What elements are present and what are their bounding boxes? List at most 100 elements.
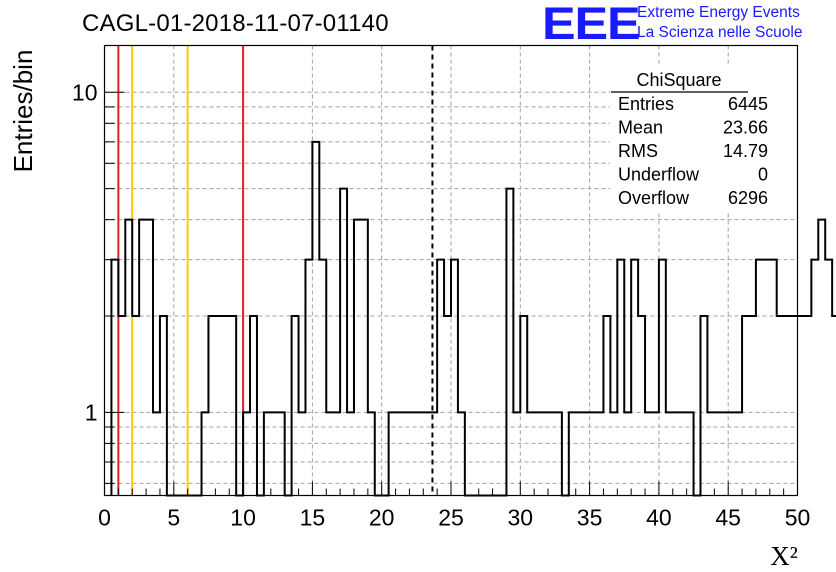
- histogram-bin: [389, 412, 396, 495]
- eee-logo: EEE Extreme Energy Events La Scienza nel…: [542, 0, 832, 49]
- histogram-bin: [721, 412, 728, 495]
- y-axis-label: Entries/bin: [8, 50, 38, 173]
- histogram-bin: [652, 412, 659, 495]
- histogram-bin: [707, 412, 714, 495]
- histogram-bin: [416, 412, 423, 495]
- stats-rows: Entries 6445 Mean 23.66 RMS 14.79 Underflow 0 Ov…: [618, 94, 768, 208]
- histogram-bin: [278, 412, 285, 495]
- stats-row-value: 0: [758, 165, 768, 185]
- eee-logo-mark: EEE: [542, 0, 641, 49]
- histogram-bin: [728, 412, 735, 495]
- histogram-bin: [548, 412, 555, 495]
- stats-row-value: 23.66: [723, 118, 768, 138]
- histogram-bin: [818, 220, 825, 496]
- stats-row-label: RMS: [618, 141, 658, 161]
- histogram-bin: [569, 412, 576, 495]
- histogram-bin: [340, 189, 347, 496]
- histogram-bin: [111, 260, 118, 496]
- x-tick-label: 25: [438, 505, 464, 531]
- histogram-bin: [645, 412, 652, 495]
- histogram-bin: [139, 220, 146, 496]
- chart-title: CAGL-01-2018-11-07-01140: [82, 10, 389, 37]
- stats-box: ChiSquare Entries 6445 Mean 23.66 RMS 14.79 Un…: [610, 66, 795, 212]
- histogram-bin: [791, 316, 798, 495]
- histogram-bin: [513, 412, 520, 495]
- histogram-bin: [222, 316, 229, 495]
- histogram-bin: [756, 260, 763, 496]
- histogram-bin: [458, 412, 465, 495]
- x-tick-label: 40: [646, 505, 672, 531]
- histogram-bin: [520, 316, 527, 495]
- stats-box-background: [610, 66, 795, 212]
- histogram-bin: [118, 316, 125, 495]
- x-tick-label: 50: [785, 505, 811, 531]
- y-tick-label: 1: [85, 399, 98, 425]
- histogram-bin: [687, 412, 694, 495]
- stats-row-label: Entries: [618, 94, 674, 114]
- histogram-bin: [208, 316, 215, 495]
- histogram-bin: [555, 412, 562, 495]
- histogram-bin: [638, 316, 645, 495]
- histogram-bin: [347, 412, 354, 495]
- stats-row-value: 6445: [728, 94, 768, 114]
- x-tick-label: 15: [300, 505, 326, 531]
- stats-row-label: Mean: [618, 118, 663, 138]
- axis-ticks: [104, 91, 798, 496]
- histogram-bin: [714, 412, 721, 495]
- histogram-bin: [437, 260, 444, 496]
- histogram-bin: [132, 316, 139, 495]
- histogram-bin: [361, 220, 368, 496]
- stats-row-label: Underflow: [618, 165, 700, 185]
- histogram-bin: [305, 260, 312, 496]
- histogram-bin: [770, 260, 777, 496]
- histogram-bin: [576, 412, 583, 495]
- histogram-bin: [264, 412, 271, 495]
- x-tick-label: 30: [508, 505, 534, 531]
- histogram-bin: [763, 260, 770, 496]
- histogram-bin: [798, 316, 805, 495]
- histogram-bin: [777, 316, 784, 495]
- histogram-bin: [444, 316, 451, 495]
- histogram-bin: [333, 412, 340, 495]
- x-tick-label: 0: [98, 505, 111, 531]
- histogram-bin: [784, 316, 791, 495]
- histogram-bin: [250, 316, 257, 495]
- histogram-bin: [749, 316, 756, 495]
- histogram-bin: [271, 412, 278, 495]
- x-axis-label: X²: [770, 541, 798, 571]
- histogram-bin: [354, 220, 361, 496]
- histogram-bin: [597, 412, 604, 495]
- x-tick-label: 35: [577, 505, 603, 531]
- histogram-bin: [811, 260, 818, 496]
- histogram-bin: [326, 412, 333, 495]
- histogram-bin: [832, 316, 836, 495]
- histogram-bin: [368, 412, 375, 495]
- histogram-bin: [292, 316, 299, 495]
- histogram-bin: [804, 316, 811, 495]
- histogram-bin: [541, 412, 548, 495]
- histogram-bin: [153, 412, 160, 495]
- stats-row-value: 14.79: [723, 141, 768, 161]
- histogram-bin: [742, 316, 749, 495]
- histogram-bin: [527, 412, 534, 495]
- histogram-bin: [825, 260, 832, 496]
- histogram-bin: [396, 412, 403, 495]
- histogram-bin: [451, 260, 458, 496]
- histogram-bin: [215, 316, 222, 495]
- histogram-bin: [402, 412, 409, 495]
- stats-row-value: 6296: [728, 188, 768, 208]
- stats-title: ChiSquare: [636, 70, 721, 90]
- histogram-bin: [603, 316, 610, 495]
- x-tick-label: 45: [715, 505, 741, 531]
- histogram-bin: [202, 412, 209, 495]
- histogram-bin: [680, 412, 687, 495]
- histogram-bin: [423, 412, 430, 495]
- histogram-bin: [673, 412, 680, 495]
- stats-row-label: Overflow: [618, 188, 690, 208]
- histogram-bin: [312, 142, 319, 496]
- logo-line-1: Extreme Energy Events: [637, 4, 800, 21]
- histogram-bin: [430, 412, 437, 495]
- histogram-bin: [666, 412, 673, 495]
